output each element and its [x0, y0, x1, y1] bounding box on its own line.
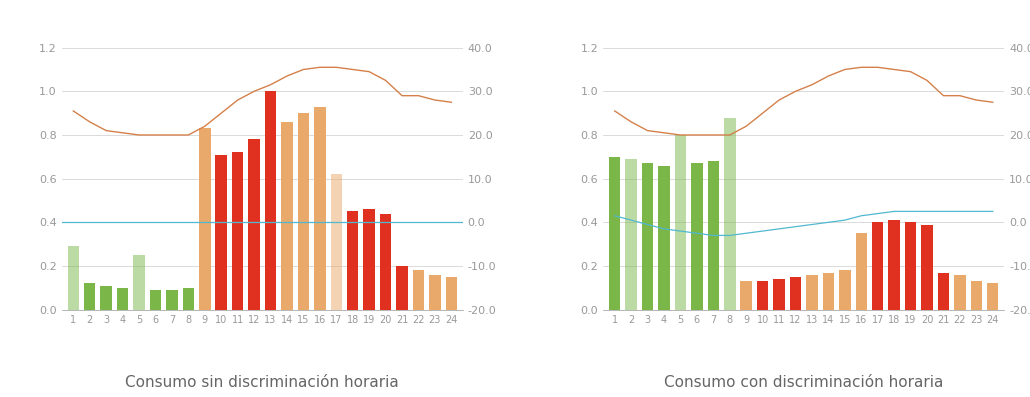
Bar — [937, 273, 950, 310]
Bar — [625, 159, 637, 310]
Bar — [609, 157, 620, 310]
Bar — [199, 128, 210, 310]
Bar — [100, 286, 112, 310]
Bar — [149, 290, 162, 310]
Bar — [642, 163, 653, 310]
Bar — [839, 270, 851, 310]
Bar — [987, 283, 998, 310]
Bar — [872, 222, 884, 310]
Bar — [397, 266, 408, 310]
Text: Consumo sin discriminación horaria: Consumo sin discriminación horaria — [126, 375, 400, 390]
Bar — [314, 106, 325, 310]
Bar — [790, 277, 801, 310]
Bar — [68, 246, 79, 310]
Bar — [133, 255, 145, 310]
Bar — [691, 163, 702, 310]
Bar — [248, 139, 260, 310]
Bar — [658, 166, 670, 310]
Text: Consumo con discriminación horaria: Consumo con discriminación horaria — [664, 375, 943, 390]
Bar — [904, 222, 917, 310]
Bar — [298, 113, 309, 310]
Bar — [888, 220, 900, 310]
Bar — [446, 277, 457, 310]
Bar — [265, 91, 276, 310]
Bar — [116, 288, 129, 310]
Bar — [232, 152, 243, 310]
Bar — [281, 122, 293, 310]
Bar — [675, 135, 686, 310]
Bar — [331, 174, 342, 310]
Bar — [708, 161, 719, 310]
Bar — [380, 214, 391, 310]
Bar — [806, 275, 818, 310]
Bar — [182, 288, 194, 310]
Bar — [215, 154, 227, 310]
Bar — [364, 209, 375, 310]
Bar — [724, 118, 735, 310]
Bar — [856, 233, 867, 310]
Bar — [413, 270, 424, 310]
Bar — [741, 281, 752, 310]
Bar — [823, 273, 834, 310]
Bar — [774, 279, 785, 310]
Bar — [166, 290, 178, 310]
Bar — [954, 275, 966, 310]
Bar — [757, 281, 768, 310]
Bar — [921, 224, 933, 310]
Bar — [970, 281, 982, 310]
Bar — [347, 211, 358, 310]
Bar — [84, 283, 96, 310]
Bar — [430, 275, 441, 310]
